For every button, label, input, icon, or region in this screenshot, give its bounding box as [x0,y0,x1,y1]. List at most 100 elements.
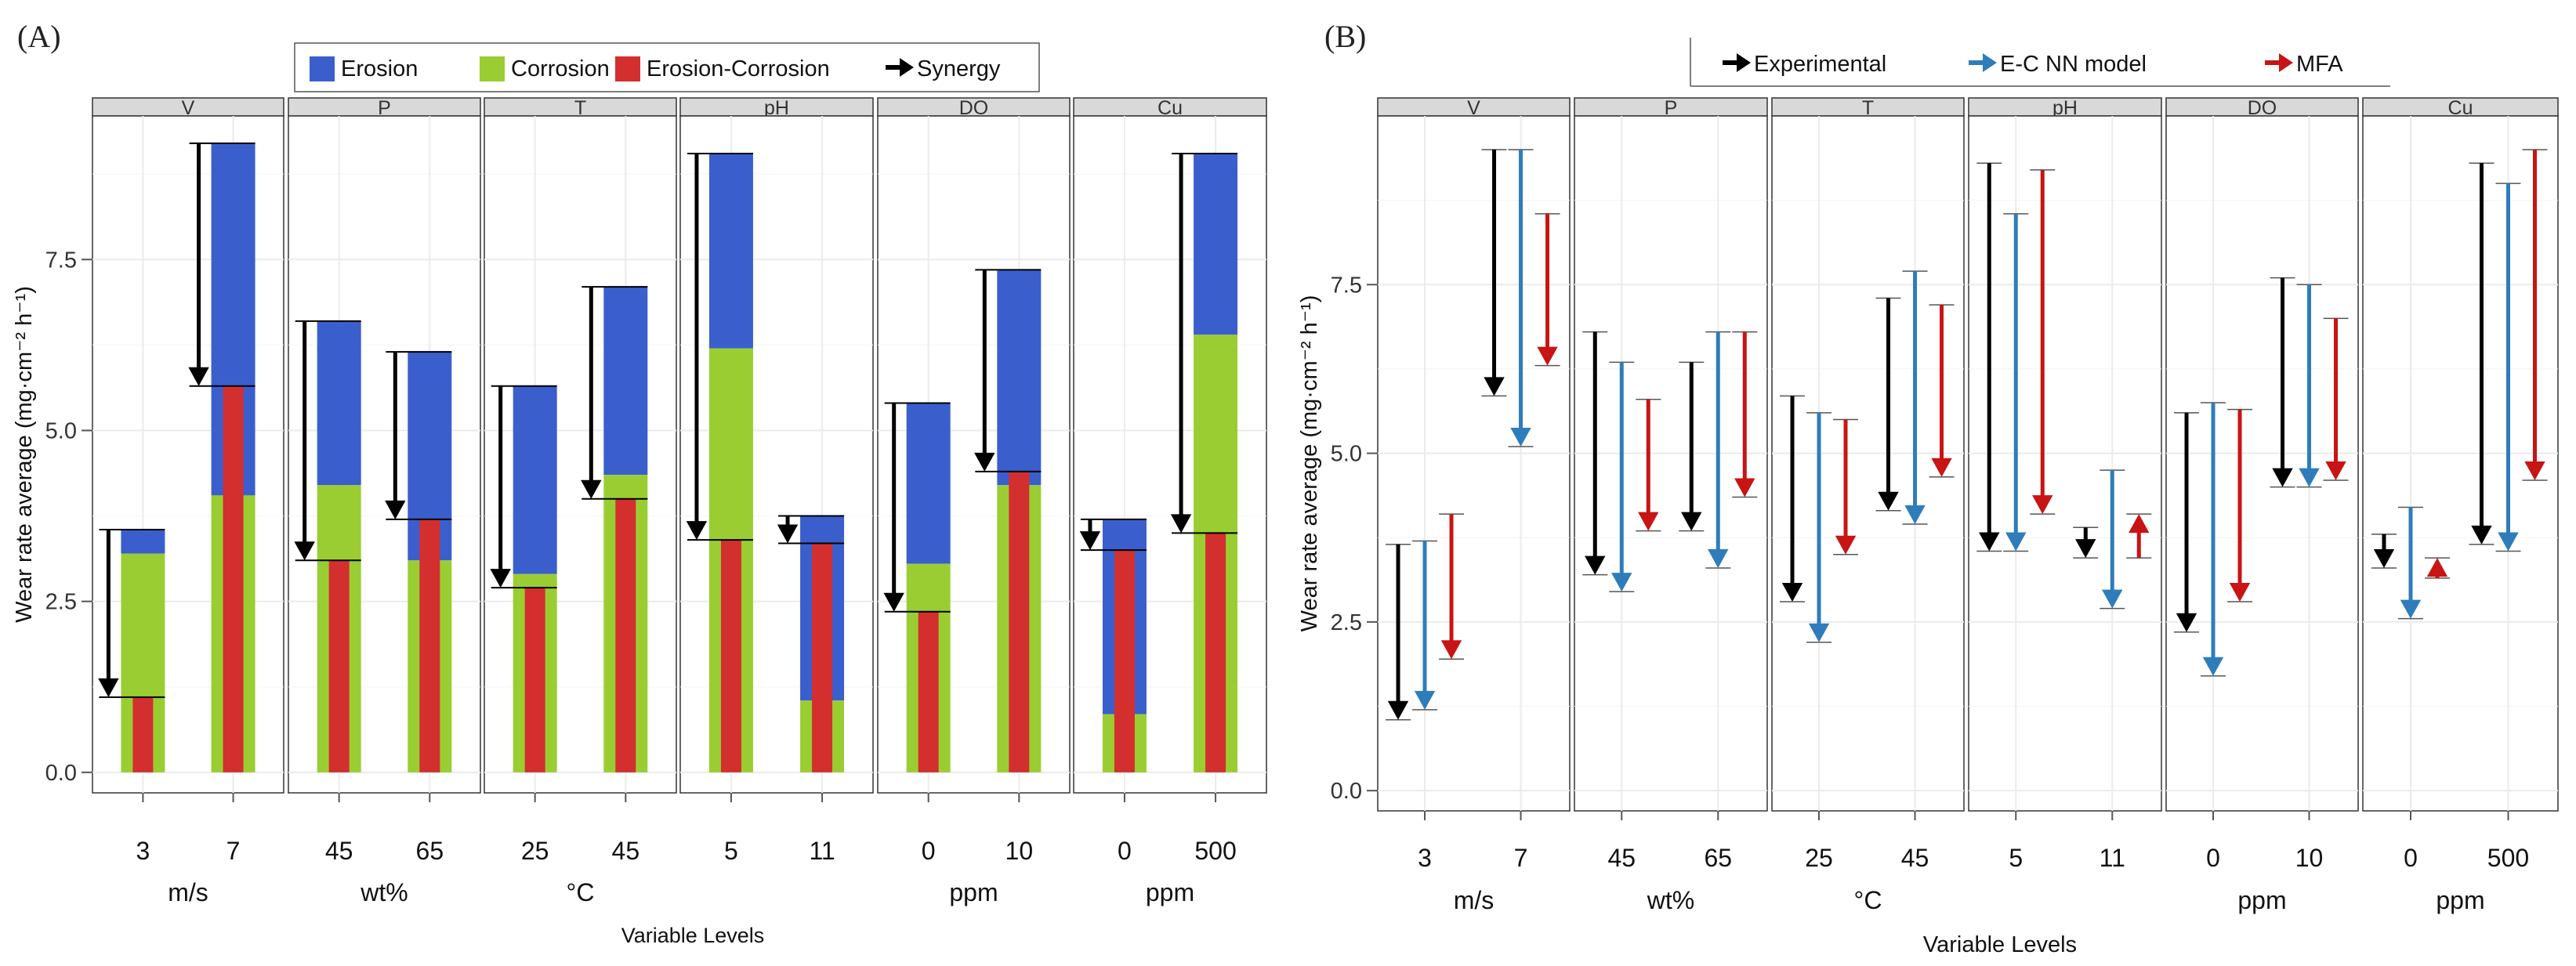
mfa-arrow-head [2426,558,2448,577]
x-tick-label-7: 7 [1514,844,1528,872]
mfa-arrow [2524,150,2545,481]
arrow-group-T-25 [1780,395,1859,643]
x-tick-label-10: 10 [2295,844,2324,872]
nn_model-arrow [2498,183,2519,552]
nn_model-arrow [1904,271,1926,525]
legend-label-3: Synergy [917,56,1001,81]
bar-group-Cu-0 [1079,518,1147,772]
nn_model-arrow-head [1414,690,1436,710]
experimental-arrow [1781,396,1803,602]
facet-strip-label: T [1862,97,1874,119]
mfa-arrow-head [2325,461,2346,481]
experimental-arrow-head [1585,555,1606,575]
bar-erosion [121,530,165,554]
experimental-arrow [1681,362,1702,531]
mfa-arrow [2325,318,2346,481]
arrow-group-P-65 [1679,331,1758,569]
arrow-group-T-45 [1875,270,1955,525]
synergy-arrow-head [385,500,406,519]
bar-erosion [997,270,1042,486]
nn_model-arrow [1808,412,1830,642]
bar-group-V-7 [188,142,255,772]
synergy-arrow [385,352,406,519]
experimental-arrow [2075,527,2096,559]
nn_model-arrow [1510,150,1531,447]
experimental-arrow-head [1781,583,1803,602]
facet-panel [1073,115,1267,794]
x-tick-label-0: 0 [2404,844,2418,872]
facet-panel [2165,115,2359,812]
mfa-arrow-head [1931,458,1952,477]
experimental-arrow-head [2075,539,2096,559]
bar-group-T-25 [490,385,557,772]
panel-b-y-tick-0: 0.0 [1331,779,1362,804]
bar-erosion-corrosion [918,611,939,772]
facet-panel [1574,115,1768,812]
mfa-arrow-head [1734,478,1755,497]
panel-a-facet-T: T 25 45 °C [484,97,677,906]
x-tick-label-7: 7 [226,837,241,865]
panel-a-y-axis-label: Wear rate average (mg·cm⁻² h⁻¹) [12,286,37,623]
panel-a-label: (A) [17,19,61,54]
bar-erosion [708,154,753,349]
facet-panel [1968,115,2162,812]
nn_model-arrow [1414,541,1436,710]
synergy-arrow [188,143,209,386]
synergy-arrow-head [188,367,209,386]
synergy-arrow-head [777,524,799,544]
synergy-arrow-head [294,541,315,561]
panel-a-facet-P: P 45 65 wt% [288,97,481,906]
experimental-arrow [1585,331,1606,575]
nn_model-arrow [2400,507,2422,619]
x-unit-label: m/s [168,878,208,906]
panel-a-facet-pH: pH5 11 [679,97,874,865]
x-unit-label: °C [1854,886,1882,914]
x-tick-label-500: 500 [2487,844,2529,872]
x-tick-label-25: 25 [1805,844,1833,872]
bar-group-pH-5 [686,153,753,772]
nn_model-arrow-head [2102,589,2123,609]
nn_model-arrow [2005,213,2027,552]
experimental-arrow-head [1878,491,1899,511]
mfa-arrow-head [2524,461,2545,481]
synergy-arrow-head [490,569,511,588]
facet-panel [1377,115,1571,812]
panel-b: (B) Experimental E-C NN model MFA Wear rate … [1297,19,2559,957]
x-unit-label: wt% [1647,886,1694,914]
experimental-arrow [2471,163,2492,545]
facet-strip-label: V [1467,97,1480,119]
bar-group-DO-0 [883,402,951,772]
experimental-arrow-head [1681,512,1702,531]
mfa-arrow-icon [2265,53,2293,72]
panel-b-facet-T: T 25 45 °C [1771,97,1965,914]
mfa-arrow [1638,399,1659,531]
experimental-arrow-head [2373,548,2395,568]
mfa-arrow [1931,305,1952,477]
nn_model-arrow-head [2299,468,2320,487]
x-tick-label-3: 3 [1418,844,1432,872]
mfa-arrow [1440,514,1462,660]
x-tick-label-45: 45 [1607,844,1636,872]
legend-label-2: Erosion-Corrosion [647,56,830,81]
legend-label-0: Experimental [1754,52,1886,77]
x-tick-label-25: 25 [521,837,549,865]
x-tick-label-3: 3 [136,837,150,865]
bar-group-T-45 [581,286,648,772]
mfa-arrow [2426,558,2448,578]
bar-erosion [513,385,557,574]
x-tick-label-5: 5 [2009,844,2023,872]
nn_model-arrow-head [1510,427,1531,447]
bar-erosion-corrosion [1205,533,1226,772]
experimental-arrow-head [1979,532,2000,552]
x-unit-label: ppm [2237,886,2286,914]
nn_model-arrow [2102,470,2123,609]
nn_model-arrow-head [2400,599,2422,619]
arrow-group-Cu-500 [2469,149,2548,552]
nn_model-arrow-head [1904,505,1926,525]
facet-strip-label: T [574,97,586,119]
nn_model-arrow [2299,284,2320,487]
legend-synergy-arrow-icon [886,58,914,77]
